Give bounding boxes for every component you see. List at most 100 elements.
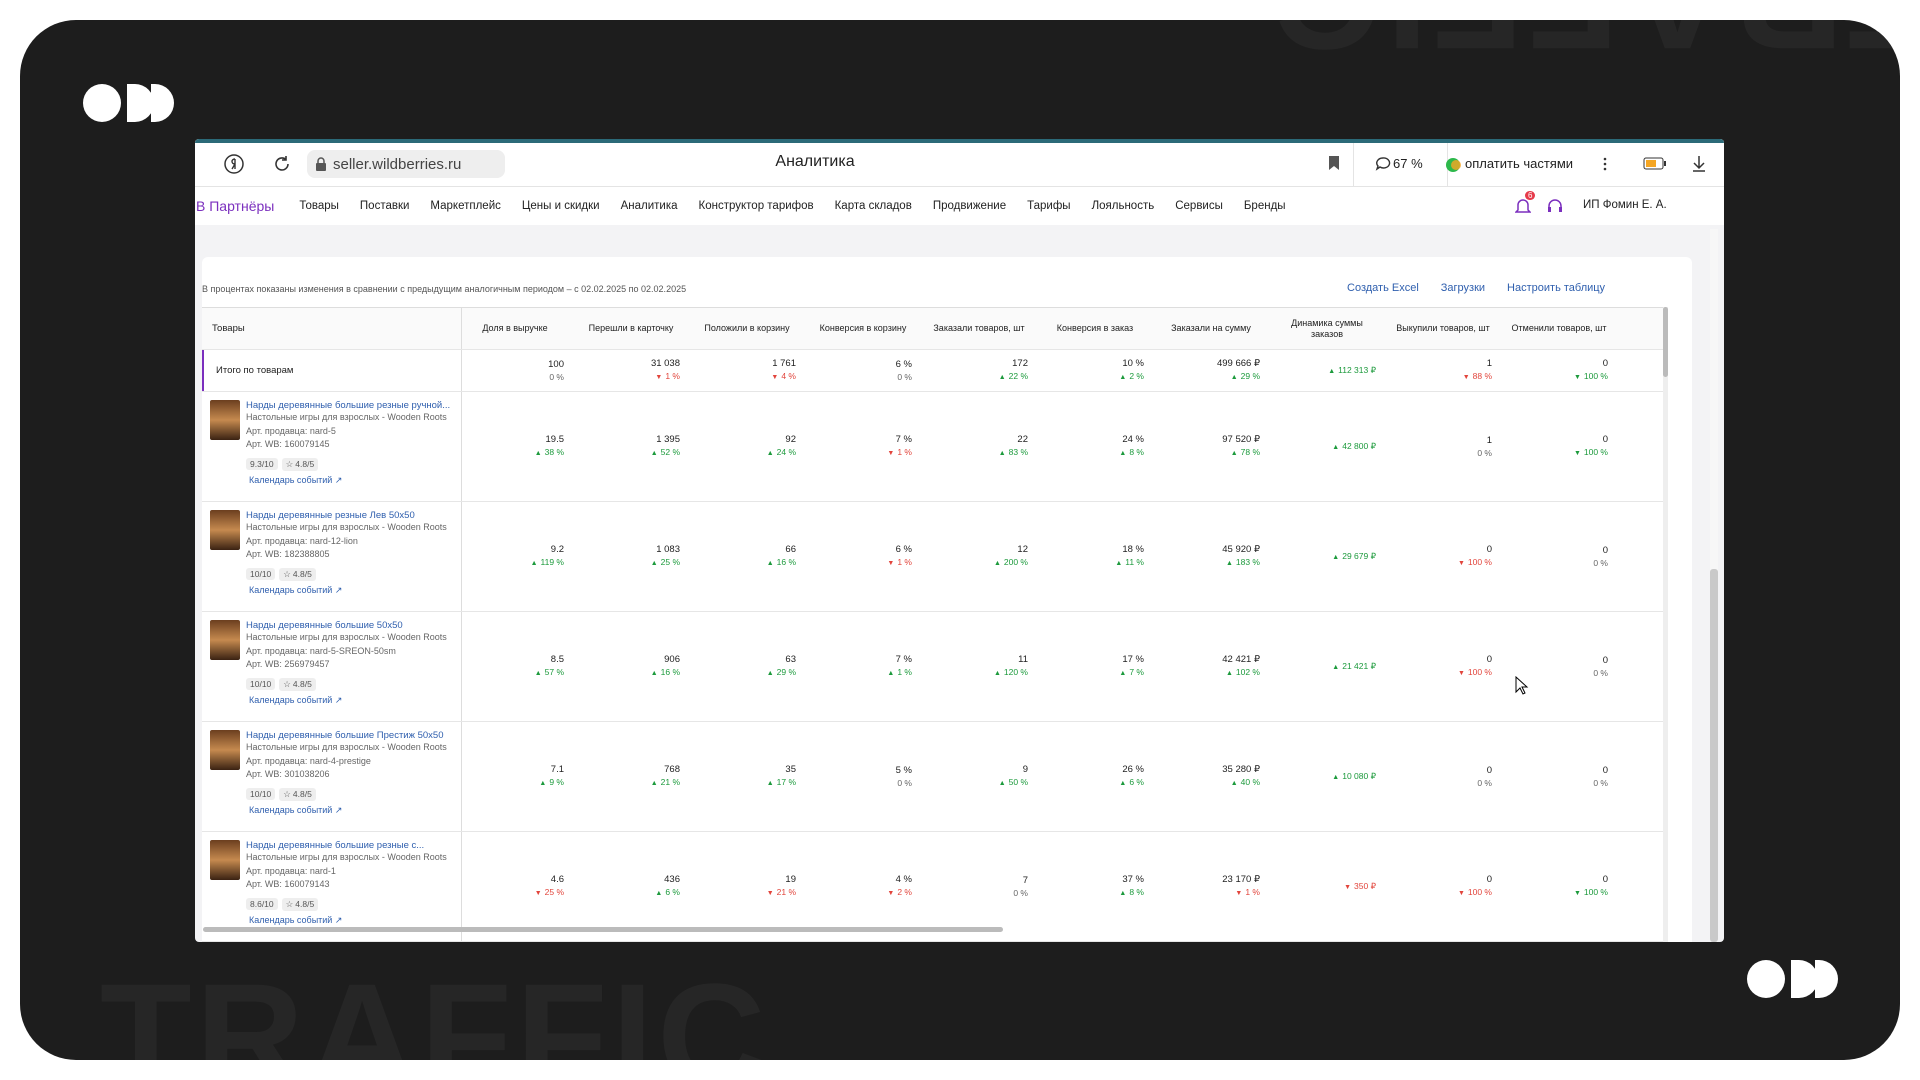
table-action[interactable]: Создать Excel bbox=[1347, 282, 1419, 294]
metric-value: 7 % bbox=[895, 433, 912, 445]
metric-value: 92 bbox=[785, 433, 796, 445]
metric-delta: ▲ 112 313 ₽ bbox=[1328, 364, 1376, 378]
score-chip: 10/10 bbox=[246, 787, 276, 800]
delta-arrow: ▲ bbox=[1225, 559, 1233, 567]
column-header[interactable]: Доля в выручке bbox=[462, 308, 578, 349]
column-header[interactable]: Конверсия в заказ bbox=[1042, 308, 1158, 349]
column-header[interactable]: Заказали товаров, шт bbox=[926, 308, 1042, 349]
metric-cell: 1 ▼ 88 % bbox=[1390, 350, 1506, 391]
metric-cell: 92 ▲ 24 % bbox=[694, 392, 810, 501]
column-header[interactable]: Выкупили товаров, шт bbox=[1390, 308, 1506, 349]
table-hscroll[interactable] bbox=[203, 927, 1003, 932]
delta-arrow: ▼ bbox=[1457, 669, 1465, 677]
delta-text: 8 % bbox=[1129, 886, 1144, 897]
nav-item[interactable]: Бренды bbox=[1243, 200, 1286, 212]
brand[interactable]: В Партнёры bbox=[196, 198, 275, 214]
metric-value: 6 % bbox=[895, 358, 912, 370]
column-header[interactable]: Конверсия в корзину bbox=[810, 308, 926, 349]
metric-cell: 35 280 ₽ ▲ 40 % bbox=[1158, 722, 1274, 831]
events-link[interactable]: Календарь событий ↗ bbox=[249, 694, 343, 705]
table-action[interactable]: Загрузки bbox=[1440, 282, 1486, 294]
metric-delta: ▲ 25 % bbox=[651, 556, 680, 570]
nav-item[interactable]: Поставки bbox=[359, 200, 410, 212]
metric-cell: 1 395 ▲ 52 % bbox=[578, 392, 694, 501]
column-header[interactable]: Положили в корзину bbox=[694, 308, 810, 349]
events-link[interactable]: Календарь событий ↗ bbox=[249, 914, 343, 925]
comparison-note: В процентах показаны изменения в сравнен… bbox=[202, 284, 687, 294]
pay-button[interactable]: оплатить частями bbox=[1465, 156, 1574, 171]
metric-value: 436 bbox=[664, 873, 680, 885]
metric-delta: ▲ 29 679 ₽ bbox=[1332, 550, 1376, 564]
events-link[interactable]: Календарь событий ↗ bbox=[249, 804, 343, 815]
metric-value: 1 395 bbox=[656, 433, 680, 445]
header-row: Товары Доля в выручке Перешли в карточку По… bbox=[202, 308, 1665, 350]
user-menu[interactable]: ИП Фомин Е. А. bbox=[1583, 199, 1667, 211]
nav-item[interactable]: Лояльность bbox=[1091, 200, 1155, 212]
nav-item[interactable]: Продвижение bbox=[932, 200, 1007, 212]
star: ☆ bbox=[283, 678, 291, 689]
notifications-icon[interactable] bbox=[1515, 198, 1531, 216]
product-header: Товары bbox=[202, 308, 462, 349]
delta-text: 6 % bbox=[1129, 776, 1144, 787]
metric-value: 1 bbox=[1486, 434, 1492, 446]
metric-cell: ▲ 29 679 ₽ bbox=[1274, 502, 1390, 611]
delta-text: 100 % bbox=[1583, 446, 1608, 457]
nav-item[interactable]: Карта складов bbox=[834, 200, 912, 212]
product-scores: 8.6/10 ☆ 4.8/5 bbox=[246, 894, 455, 912]
metric-delta: ▲ 200 % bbox=[994, 556, 1028, 570]
delta-text: 38 % bbox=[544, 446, 564, 457]
nav-item[interactable]: Конструктор тарифов bbox=[698, 200, 814, 212]
column-header[interactable]: Пр bbox=[1622, 308, 1665, 349]
nav-item[interactable]: Аналитика bbox=[620, 200, 678, 212]
yandex-button[interactable] bbox=[223, 153, 245, 175]
delta-text: 0 % bbox=[1593, 777, 1608, 788]
column-header[interactable]: Заказали на сумму bbox=[1158, 308, 1274, 349]
column-header[interactable]: Динамика суммы заказов bbox=[1274, 308, 1390, 349]
column-header[interactable]: Перешли в карточку bbox=[578, 308, 694, 349]
column-title: Перешли в карточку bbox=[588, 323, 674, 333]
delta-arrow: ▲ bbox=[1332, 773, 1340, 781]
delta-arrow: ▲ bbox=[993, 669, 1001, 677]
product-name[interactable]: Нарды деревянные большие Престиж 50х50 bbox=[246, 730, 444, 741]
menu-icon[interactable] bbox=[1602, 156, 1608, 172]
metric-delta: ▼ 100 % bbox=[1574, 370, 1608, 384]
download-icon[interactable] bbox=[1691, 155, 1707, 173]
support-icon[interactable] bbox=[1547, 198, 1563, 214]
total-row: Итого по товарам 100 0 % 31 038 ▼ 1 % 1 761 ▼ 4 … bbox=[202, 350, 1665, 392]
metric-value: 1 bbox=[1486, 357, 1492, 369]
zoom[interactable]: 67 % bbox=[1393, 156, 1423, 171]
metric-cell: 10 % ▲ 2 % bbox=[1042, 350, 1158, 391]
delta-text: 50 % bbox=[1008, 776, 1028, 787]
product-row: Нарды деревянные большие резные с... Наст… bbox=[202, 832, 1665, 942]
reload-button[interactable] bbox=[271, 153, 293, 175]
table-action[interactable]: Настроить таблицу bbox=[1507, 282, 1606, 294]
events-link[interactable]: Календарь событий ↗ bbox=[249, 584, 343, 595]
metric-value: 8.5 bbox=[550, 653, 564, 665]
column-header[interactable]: Отменили товаров, шт bbox=[1506, 308, 1622, 349]
delta-arrow: ▼ bbox=[771, 373, 779, 381]
delta-arrow: ▲ bbox=[1119, 449, 1127, 457]
nav-item[interactable]: Маркетплейс bbox=[430, 200, 501, 212]
product-category: Настольные игры для взрослых - Wooden Ro… bbox=[246, 522, 447, 532]
delta-text: 29 % bbox=[776, 666, 796, 677]
address-bar[interactable]: seller.wildberries.ru bbox=[307, 150, 505, 178]
metric-value: 37 % bbox=[1122, 873, 1144, 885]
product-name[interactable]: Нарды деревянные большие резные с... bbox=[246, 840, 425, 851]
nav-item[interactable]: Тарифы bbox=[1027, 200, 1071, 212]
metric-cell: 0 ▼ 100 % bbox=[1506, 392, 1622, 501]
delta-arrow: ▲ bbox=[998, 449, 1006, 457]
logo bbox=[1747, 960, 1838, 998]
product-name[interactable]: Нарды деревянные резные Лев 50х50 bbox=[246, 510, 415, 521]
nav-item[interactable]: Товары bbox=[299, 200, 339, 212]
events-link[interactable]: Календарь событий ↗ bbox=[249, 474, 343, 485]
nav-item[interactable]: Сервисы bbox=[1175, 200, 1223, 212]
nav-item[interactable]: Цены и скидки bbox=[521, 200, 600, 212]
product-name[interactable]: Нарды деревянные большие 50х50 bbox=[246, 620, 403, 631]
product-name[interactable]: Нарды деревянные большие резные ручной..… bbox=[246, 400, 451, 411]
product-wb-art: Арт. WB: 160079145 bbox=[246, 439, 330, 449]
metric-value: 31 038 bbox=[650, 357, 680, 369]
bookmark-icon[interactable] bbox=[1328, 155, 1340, 171]
rating-value: 4.8/5 bbox=[295, 898, 315, 909]
metric-cell: 1 761 ▼ 4 % bbox=[694, 350, 810, 391]
